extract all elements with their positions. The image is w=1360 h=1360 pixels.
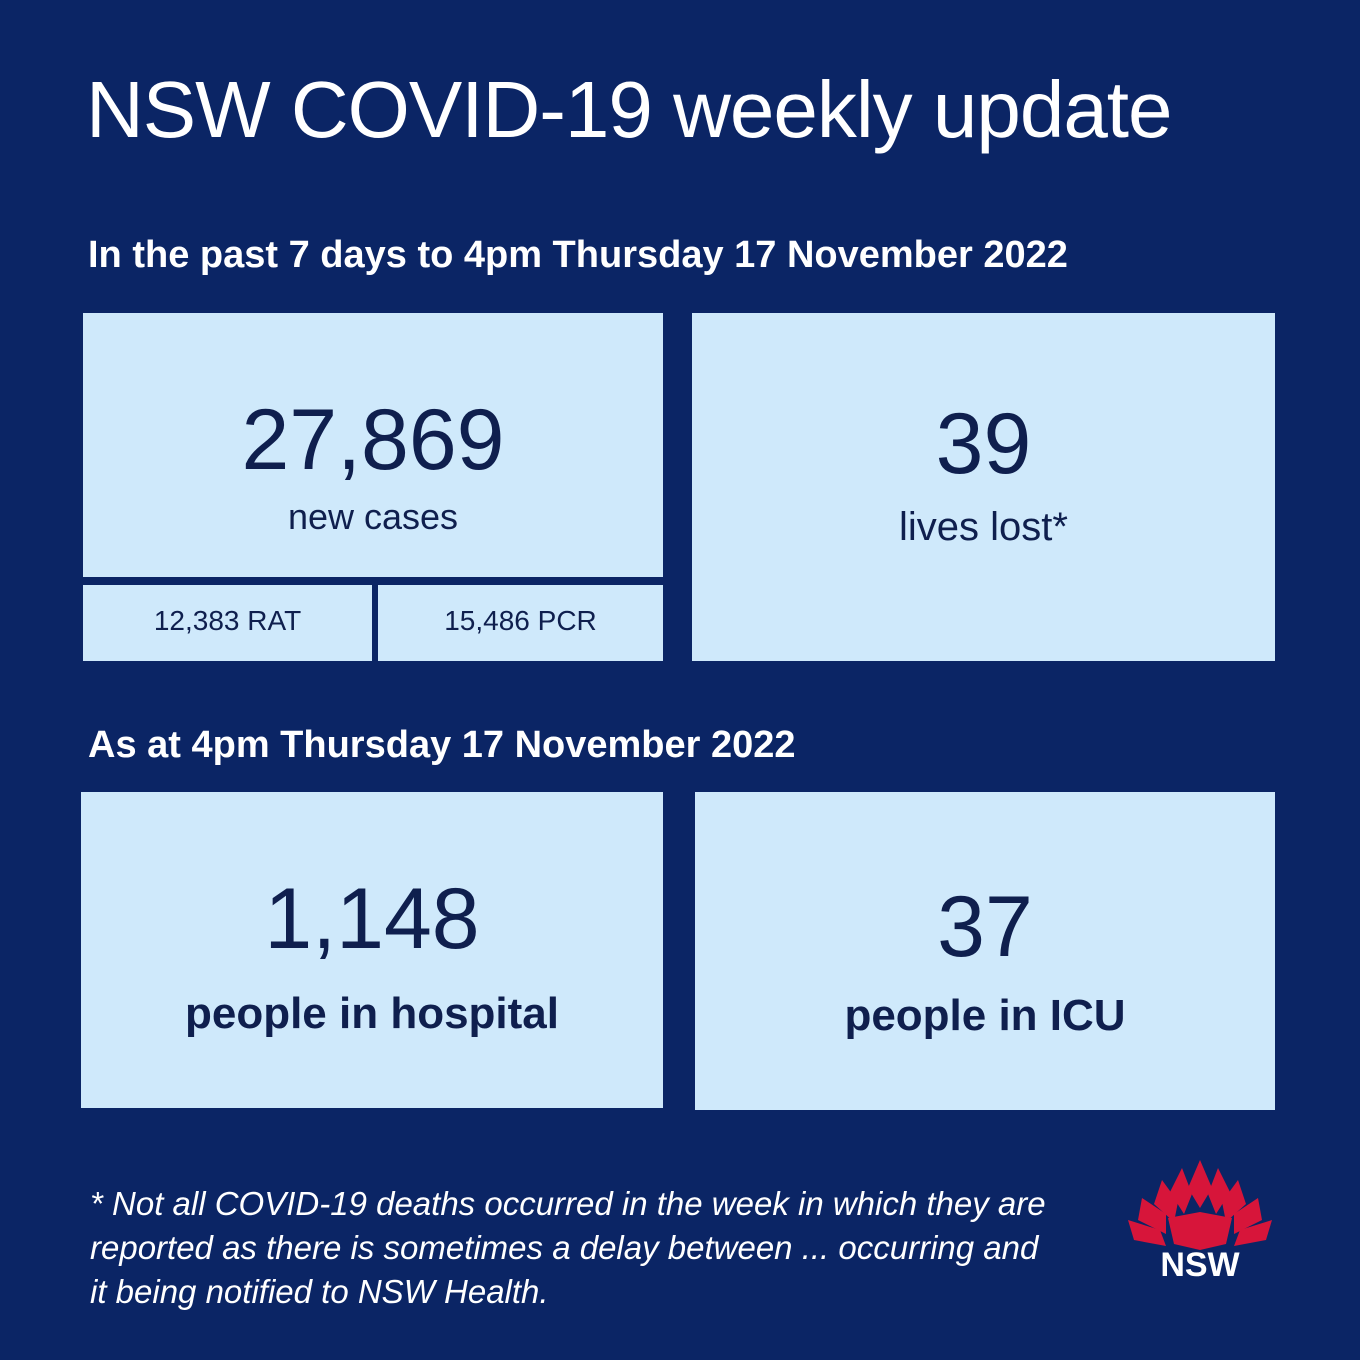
nsw-logo-text: NSW: [1160, 1246, 1240, 1278]
hospital-label: people in hospital: [184, 989, 560, 1038]
rat-cases-value: 12,383 RAT: [153, 605, 302, 636]
hospital-value: 1,148: [264, 871, 480, 967]
pcr-cases-value: 15,486 PCR: [444, 605, 597, 636]
rat-cases-card: 12,383 RAT: [83, 585, 372, 661]
icu-value: 37: [937, 879, 1033, 975]
pcr-cases-card: 15,486 PCR: [378, 585, 663, 661]
nsw-logo: NSW: [1122, 1158, 1278, 1284]
hospital-card: 1,148 people in hospital: [81, 792, 663, 1108]
deaths-footnote: * Not all COVID-19 deaths occurred in th…: [90, 1185, 1046, 1310]
new-cases-card: 27,869 new cases: [83, 313, 663, 577]
weekly-period-heading: In the past 7 days to 4pm Thursday 17 No…: [88, 234, 1068, 276]
icu-label: people in ICU: [844, 991, 1126, 1040]
icu-card: 37 people in ICU: [695, 792, 1275, 1110]
page-title: NSW COVID-19 weekly update: [86, 65, 1173, 154]
snapshot-heading: As at 4pm Thursday 17 November 2022: [88, 724, 796, 766]
lives-lost-card: 39 lives lost*: [692, 313, 1275, 661]
new-cases-label: new cases: [287, 496, 459, 537]
new-cases-value: 27,869: [241, 392, 505, 488]
waratah-icon: NSW: [1128, 1160, 1272, 1284]
lives-lost-label: lives lost*: [899, 505, 1068, 549]
lives-lost-value: 39: [935, 396, 1032, 492]
